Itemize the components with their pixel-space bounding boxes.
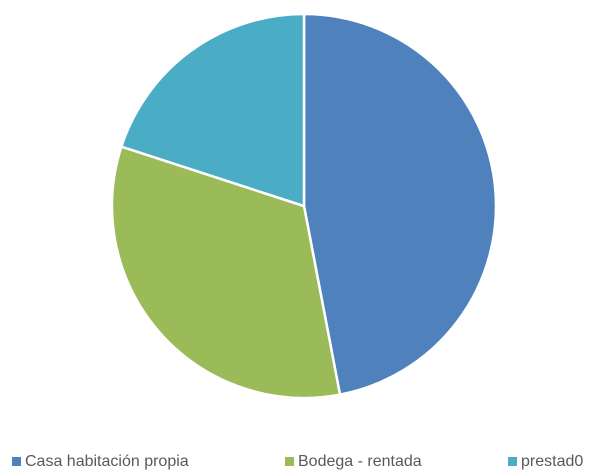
legend-label: Casa habitación propia: [25, 453, 189, 470]
legend-swatch: [508, 457, 517, 466]
pie-slice: [119, 12, 306, 208]
legend-swatch: [285, 457, 294, 466]
pie-slice: [110, 145, 342, 400]
legend-label: prestad0: [521, 453, 583, 470]
legend-label: Bodega - rentada: [298, 453, 422, 470]
pie-slice: [302, 12, 498, 397]
legend-swatch: [12, 457, 21, 466]
